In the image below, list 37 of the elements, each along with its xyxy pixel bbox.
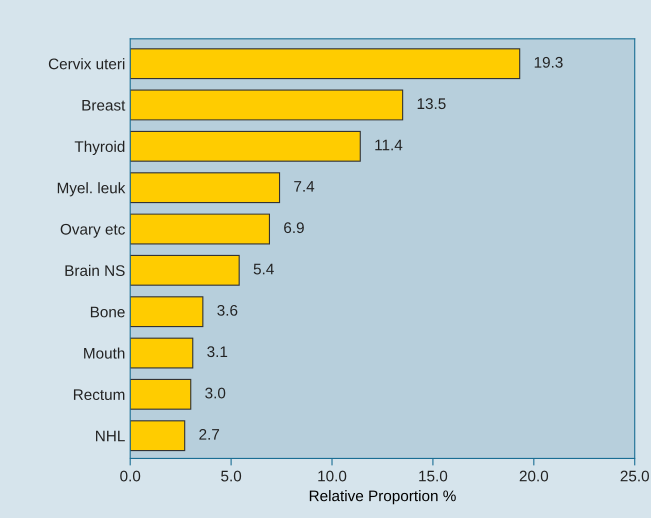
bar xyxy=(130,420,186,452)
bar xyxy=(130,338,194,368)
bar xyxy=(130,254,240,286)
y-tick-label: Ovary etc xyxy=(60,224,125,238)
data-label: 2.7 xyxy=(199,428,220,440)
x-tick-label: 10.0 xyxy=(318,470,346,482)
x-tick-label: 25.0 xyxy=(620,470,649,482)
y-tick-label: Breast xyxy=(82,100,126,111)
bar xyxy=(130,172,280,204)
x-axis-title: Relative Proportion % xyxy=(310,490,456,504)
data-label: 3.1 xyxy=(207,346,228,358)
bar xyxy=(130,214,270,244)
y-tick-label: Myel. leuk xyxy=(58,182,126,196)
bar xyxy=(130,296,204,328)
bar xyxy=(130,48,520,80)
x-tick-label: 20.0 xyxy=(520,470,548,482)
data-label: 5.4 xyxy=(254,264,274,274)
y-tick-label: Bone xyxy=(90,306,125,318)
data-label: 13.5 xyxy=(418,98,446,110)
bar xyxy=(130,130,361,162)
bar xyxy=(130,90,404,120)
data-label: 19.3 xyxy=(534,56,563,68)
data-label: 3.6 xyxy=(217,304,238,316)
data-label: 7.4 xyxy=(294,181,314,192)
data-label: 6.9 xyxy=(284,222,304,234)
y-tick-label: Brain NS xyxy=(65,264,125,276)
x-tick-label: 15.0 xyxy=(419,470,448,482)
x-tick-label: 0.0 xyxy=(120,470,140,482)
x-tick-label: 5.0 xyxy=(221,470,242,482)
y-tick-label: NHL xyxy=(96,430,125,442)
y-tick-label: Mouth xyxy=(84,347,124,359)
data-label: 11.4 xyxy=(375,140,402,150)
data-label: 3.0 xyxy=(205,388,226,398)
y-tick-label: Rectum xyxy=(74,389,124,400)
y-tick-label: Cervix uteri xyxy=(48,58,124,70)
bar xyxy=(130,378,192,410)
y-tick-label: Thyroid xyxy=(74,140,124,156)
